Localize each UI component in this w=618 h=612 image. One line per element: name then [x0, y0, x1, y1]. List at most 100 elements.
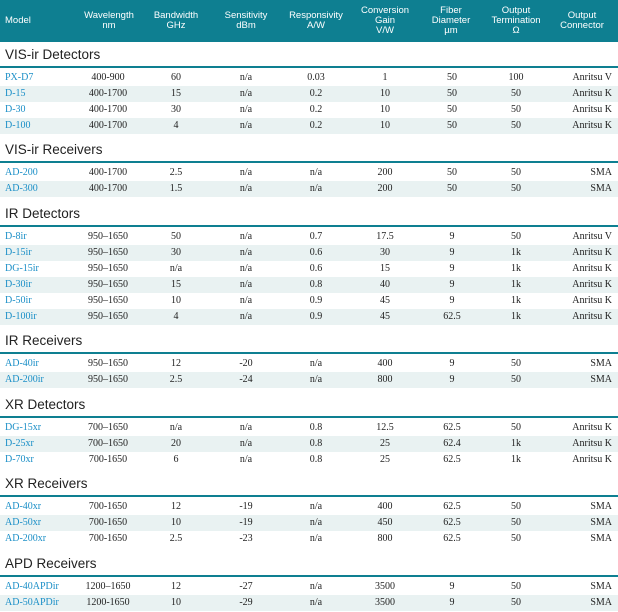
cell-sensitivity: n/a [239, 88, 253, 99]
header-model: Model [5, 15, 31, 26]
cell-wavelength: 700-1650 [88, 501, 128, 512]
cell-output-termination: 100 [508, 72, 524, 83]
cell-responsivity: 0.03 [307, 72, 325, 83]
cell-fiber-diameter: 62.5 [443, 501, 461, 512]
cell-output-connector: Anritsu K [572, 120, 612, 131]
cell-model[interactable]: D-70xr [5, 454, 34, 465]
cell-wavelength: 950–1650 [88, 231, 128, 242]
cell-fiber-diameter: 9 [449, 263, 455, 274]
cell-model[interactable]: PX-D7 [5, 72, 34, 83]
cell-responsivity: 0.2 [309, 120, 323, 131]
cell-model[interactable]: D-15ir [5, 247, 32, 258]
cell-conversion-gain: 3500 [375, 581, 395, 592]
table-row: AD-40APDir 1200–1650 12 -27 n/a 3500 9 50 SMA [0, 579, 618, 595]
table-row: AD-50xr 700-1650 10 -19 n/a 450 62.5 50 SMA [0, 515, 618, 531]
cell-model[interactable]: D-30 [5, 104, 26, 115]
cell-output-connector: Anritsu K [572, 311, 612, 322]
cell-conversion-gain: 25 [380, 438, 390, 449]
cell-sensitivity: -20 [239, 358, 253, 369]
cell-wavelength: 700-1650 [88, 517, 128, 528]
section-title: APD Receivers [5, 556, 97, 571]
cell-sensitivity: n/a [239, 104, 253, 115]
cell-model[interactable]: DG-15xr [5, 422, 42, 433]
cell-bandwidth: 10 [171, 517, 181, 528]
cell-model[interactable]: AD-40xr [5, 501, 42, 512]
cell-output-connector: Anritsu V [572, 72, 612, 83]
section-divider [0, 66, 618, 68]
cell-responsivity: n/a [309, 358, 323, 369]
cell-output-termination: 50 [511, 183, 521, 194]
cell-output-termination: 50 [511, 231, 521, 242]
section-title: VIS-ir Detectors [5, 47, 101, 62]
cell-model[interactable]: AD-200 [5, 167, 38, 178]
cell-bandwidth: 12 [171, 358, 181, 369]
cell-bandwidth: 60 [171, 72, 181, 83]
cell-conversion-gain: 400 [377, 358, 393, 369]
cell-model[interactable]: AD-50xr [5, 517, 42, 528]
cell-sensitivity: n/a [239, 72, 253, 83]
section-title: VIS-ir Receivers [5, 142, 103, 157]
cell-responsivity: 0.7 [309, 231, 323, 242]
cell-fiber-diameter: 62.5 [443, 517, 461, 528]
table-row: AD-200 400-1700 2.5 n/a n/a 200 50 50 SMA [0, 165, 618, 181]
cell-conversion-gain: 200 [377, 167, 393, 178]
cell-sensitivity: n/a [239, 231, 253, 242]
cell-conversion-gain: 30 [380, 247, 390, 258]
cell-sensitivity: n/a [239, 422, 253, 433]
cell-output-connector: Anritsu K [572, 438, 612, 449]
cell-model[interactable]: D-15 [5, 88, 26, 99]
cell-wavelength: 400-1700 [88, 104, 128, 115]
cell-output-connector: Anritsu K [572, 104, 612, 115]
cell-model[interactable]: D-8ir [5, 231, 27, 242]
cell-bandwidth: 12 [171, 581, 181, 592]
table-row: D-100 400-1700 4 n/a 0.2 10 50 50 Anritsu K [0, 118, 618, 134]
cell-model[interactable]: AD-40ir [5, 358, 39, 369]
cell-model[interactable]: D-100ir [5, 311, 37, 322]
table-row: D-15 400-1700 15 n/a 0.2 10 50 50 Anritsu K [0, 86, 618, 102]
cell-bandwidth: 30 [171, 104, 181, 115]
cell-output-connector: Anritsu K [572, 279, 612, 290]
cell-conversion-gain: 17.5 [376, 231, 394, 242]
cell-conversion-gain: 800 [377, 374, 393, 385]
cell-output-connector: SMA [590, 581, 612, 592]
cell-output-connector: Anritsu V [572, 231, 612, 242]
table-row: DG-15xr 700–1650 n/a n/a 0.8 12.5 62.5 50 Anrits… [0, 420, 618, 436]
cell-output-termination: 1k [511, 263, 521, 274]
cell-bandwidth: 50 [171, 231, 181, 242]
cell-output-termination: 1k [511, 279, 521, 290]
cell-model[interactable]: AD-200xr [5, 533, 47, 544]
cell-responsivity: 0.8 [309, 279, 323, 290]
section-title: XR Detectors [5, 397, 86, 412]
cell-responsivity: n/a [309, 597, 323, 608]
cell-responsivity: 0.2 [309, 104, 323, 115]
table-row: D-100ir 950–1650 4 n/a 0.9 45 62.5 1k Anritsu K [0, 309, 618, 325]
cell-model[interactable]: D-30ir [5, 279, 32, 290]
cell-responsivity: n/a [309, 183, 323, 194]
cell-responsivity: 0.8 [309, 454, 323, 465]
cell-model[interactable]: AD-200ir [5, 374, 44, 385]
section-title: IR Detectors [5, 206, 81, 221]
cell-bandwidth: 15 [171, 279, 181, 290]
cell-responsivity: 0.9 [309, 311, 323, 322]
header-sensitivity: Sensitivity dBm [224, 10, 268, 31]
cell-responsivity: n/a [309, 501, 323, 512]
table-row: PX-D7 400-900 60 n/a 0.03 1 50 100 Anritsu V [0, 70, 618, 86]
cell-model[interactable]: DG-15ir [5, 263, 39, 274]
cell-sensitivity: n/a [239, 454, 253, 465]
cell-conversion-gain: 10 [380, 104, 390, 115]
cell-responsivity: n/a [309, 374, 323, 385]
cell-model[interactable]: D-50ir [5, 295, 32, 306]
cell-model[interactable]: AD-50APDir [5, 597, 59, 608]
table-row: AD-200ir 950–1650 2.5 -24 n/a 800 9 50 SMA [0, 372, 618, 388]
cell-fiber-diameter: 50 [447, 88, 457, 99]
cell-wavelength: 950–1650 [88, 358, 128, 369]
cell-sensitivity: -23 [239, 533, 253, 544]
cell-responsivity: 0.8 [309, 422, 323, 433]
cell-model[interactable]: AD-300 [5, 183, 38, 194]
cell-model[interactable]: D-100 [5, 120, 31, 131]
cell-output-connector: SMA [590, 533, 612, 544]
cell-responsivity: n/a [309, 533, 323, 544]
cell-model[interactable]: AD-40APDir [5, 581, 59, 592]
cell-model[interactable]: D-25xr [5, 438, 34, 449]
cell-output-termination: 50 [511, 581, 521, 592]
